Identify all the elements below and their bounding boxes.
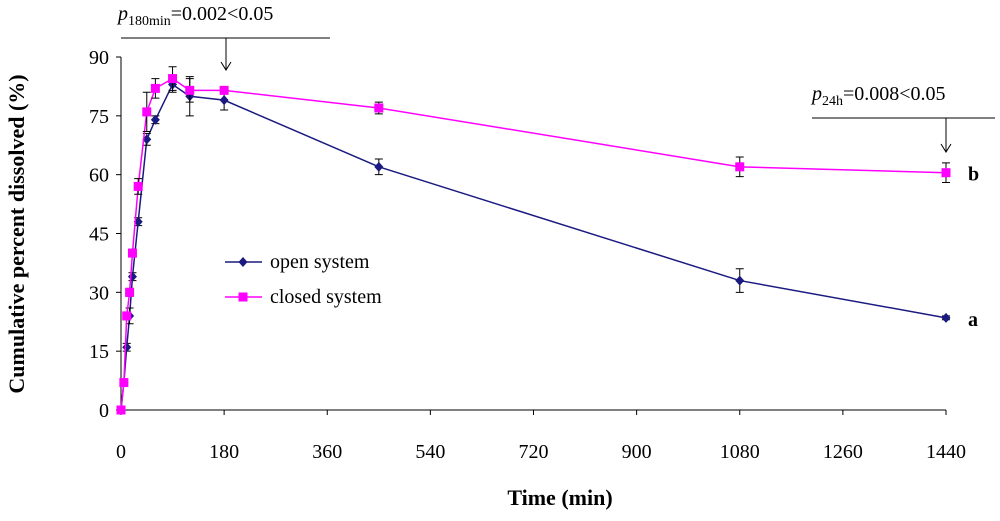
- marker: [374, 103, 384, 113]
- marker: [150, 114, 160, 125]
- marker: [374, 161, 384, 172]
- marker: [219, 95, 229, 106]
- x-tick-label: 1080: [720, 441, 760, 463]
- y-tick-label: 75: [89, 106, 109, 128]
- marker: [133, 181, 143, 191]
- x-tick-label: 720: [519, 441, 549, 463]
- annotation: p24h=0.008<0.05: [810, 83, 946, 109]
- x-axis-title: Time (min): [507, 485, 612, 510]
- series-end-label: b: [968, 164, 979, 186]
- marker: [127, 248, 137, 258]
- y-tick-label: 90: [89, 47, 109, 69]
- legend-label: closed system: [270, 286, 382, 308]
- marker: [150, 83, 160, 93]
- marker: [168, 74, 178, 84]
- x-tick-label: 180: [209, 441, 239, 463]
- annotation-arrow: [940, 118, 952, 153]
- y-tick-label: 45: [89, 224, 109, 246]
- marker: [122, 311, 132, 321]
- y-axis-title: Cumulative percent dissolved (%): [4, 74, 29, 393]
- marker: [219, 85, 229, 95]
- x-tick-label: 1260: [823, 441, 863, 463]
- marker: [127, 271, 137, 282]
- marker: [941, 312, 951, 323]
- y-tick-label: 60: [89, 165, 109, 187]
- x-tick-label: 1440: [926, 441, 966, 463]
- legend-label: open system: [270, 251, 370, 273]
- annotation: p180min=0.002<0.05: [116, 3, 273, 29]
- y-tick-label: 30: [89, 282, 109, 304]
- annotation-arrow: [220, 38, 232, 71]
- marker: [735, 275, 745, 286]
- x-tick-label: 360: [312, 441, 342, 463]
- marker: [941, 168, 951, 178]
- marker: [185, 85, 195, 95]
- marker: [735, 162, 745, 172]
- marker: [116, 405, 126, 415]
- x-tick-label: 540: [415, 441, 445, 463]
- y-tick-label: 15: [89, 341, 109, 363]
- marker: [238, 292, 248, 302]
- y-tick-label: 0: [99, 400, 109, 422]
- series-line: [120, 77, 947, 411]
- x-tick-label: 900: [622, 441, 652, 463]
- x-tick-label: 0: [116, 441, 126, 463]
- marker: [125, 287, 135, 297]
- series-line: [120, 83, 947, 411]
- series-end-label: a: [968, 309, 978, 331]
- marker: [122, 342, 132, 353]
- marker: [119, 378, 129, 388]
- marker: [142, 107, 152, 117]
- marker: [238, 257, 248, 267]
